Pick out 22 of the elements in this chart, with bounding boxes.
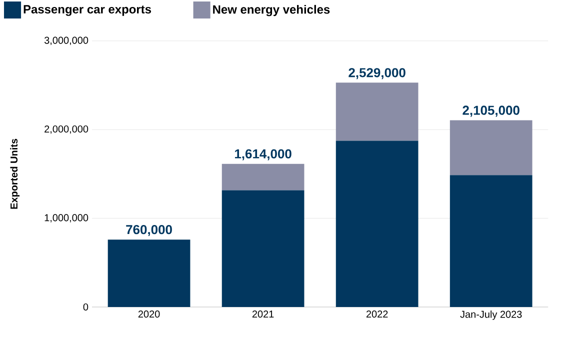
y-tick-label: 2,000,000 <box>44 125 88 134</box>
x-tick-label: Jan-July 2023 <box>460 310 522 320</box>
legend-label: New energy vehicles <box>213 4 330 16</box>
bar <box>336 82 418 141</box>
bar <box>336 140 418 307</box>
y-tick-label: 0 <box>83 303 88 310</box>
bar <box>222 190 304 307</box>
total-label: 1,614,000 <box>235 149 292 160</box>
x-tick-label: 2022 <box>366 310 388 318</box>
x-tick-label: 2021 <box>252 310 274 318</box>
y-tick-label: 1,000,000 <box>44 214 88 222</box>
y-tick-label: 3,000,000 <box>44 36 88 45</box>
total-label: 2,105,000 <box>462 106 520 117</box>
bar <box>108 240 190 307</box>
x-tick-label: 2020 <box>138 310 160 318</box>
bar <box>450 120 532 176</box>
legend-label: Passenger car exports <box>24 5 152 16</box>
bar <box>450 175 532 307</box>
total-label: 760,000 <box>126 224 172 236</box>
y-axis-title: Exported Units <box>10 138 20 209</box>
bar <box>222 164 304 190</box>
total-label: 2,529,000 <box>348 68 406 80</box>
